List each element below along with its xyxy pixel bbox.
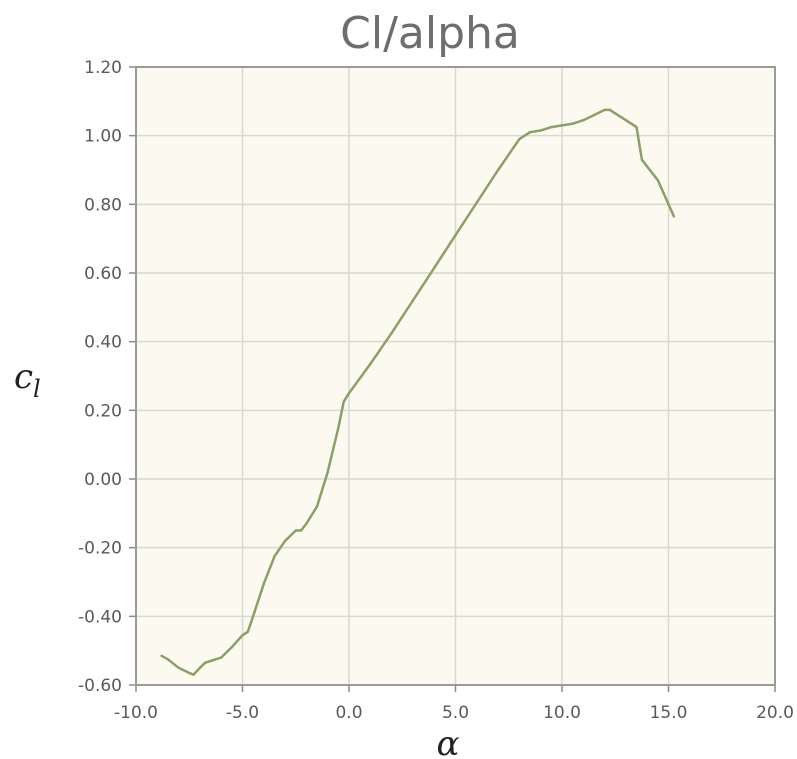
data-points (160, 108, 675, 676)
y-tick-label: -0.40 (78, 607, 122, 627)
data-point (347, 392, 351, 395)
data-point (192, 673, 195, 676)
data-point (188, 671, 191, 675)
data-point (518, 137, 521, 141)
y-axis-label-main: c (14, 357, 33, 397)
data-point (646, 165, 649, 168)
data-point (550, 125, 553, 129)
data-point (342, 400, 345, 403)
x-tick-label: 0.0 (335, 703, 362, 723)
data-point (209, 659, 212, 663)
data-point (539, 129, 542, 132)
data-point (220, 656, 223, 659)
x-tick-label: 20.0 (756, 703, 794, 723)
data-point (496, 168, 500, 172)
data-point (528, 131, 532, 134)
data-point (246, 630, 249, 633)
y-tick-label: 0.00 (84, 470, 122, 490)
data-point (635, 125, 638, 129)
data-point (369, 362, 372, 366)
data-point (230, 646, 233, 649)
x-tick-label: 10.0 (543, 703, 581, 723)
data-point (624, 119, 628, 122)
chart-title: Cl/alpha (340, 8, 520, 59)
data-point (582, 119, 585, 122)
y-tick-label: 0.60 (84, 264, 122, 284)
x-tick-label: 5.0 (442, 703, 469, 723)
y-axis-label: cl (14, 357, 41, 403)
x-tick-label: -10.0 (114, 703, 158, 723)
data-point (305, 522, 308, 525)
data-point (656, 179, 660, 182)
data-point (560, 124, 564, 127)
data-point (241, 634, 244, 637)
data-point (608, 108, 612, 112)
y-axis-label-subscript: l (33, 375, 41, 403)
data-point (475, 201, 478, 204)
y-tick-label: 1.00 (84, 127, 122, 147)
data-point (667, 203, 670, 206)
x-tick-label: -5.0 (226, 703, 259, 723)
x-tick-label: 15.0 (650, 703, 688, 723)
data-point (166, 658, 170, 661)
y-tick-label: 0.40 (84, 333, 122, 353)
y-tick-label: 1.20 (84, 58, 122, 78)
data-point (571, 122, 574, 125)
data-point (672, 215, 675, 218)
y-tick-label: -0.20 (78, 539, 122, 559)
data-point (411, 299, 415, 302)
data-point (204, 661, 207, 664)
data-point (592, 113, 596, 117)
y-tick-label: 0.20 (84, 401, 122, 421)
data-point (160, 654, 163, 657)
data-point (251, 615, 255, 618)
data-point (315, 505, 319, 508)
data-point (614, 112, 617, 115)
x-axis-ticks: -10.0 -5.0 0.0 5.0 10.0 15.0 20.0 (114, 685, 794, 723)
data-point (603, 108, 606, 112)
data-point (337, 426, 340, 429)
data-point (273, 555, 276, 558)
data-point (640, 158, 644, 161)
data-point (390, 331, 393, 335)
data-point (454, 234, 457, 237)
data-point (262, 582, 265, 585)
data-point (177, 666, 180, 669)
y-tick-label: -0.60 (78, 676, 122, 696)
y-tick-label: 0.80 (84, 195, 122, 215)
x-axis-label: α (437, 724, 460, 759)
data-point (299, 529, 303, 532)
data-point (433, 266, 436, 270)
data-point (294, 529, 297, 532)
plot-frame (135, 66, 776, 686)
data-point (326, 470, 329, 474)
data-point (198, 666, 202, 669)
data-point (283, 539, 287, 542)
y-axis-ticks: 1.20 1.00 0.80 0.60 0.40 0.20 0.00 -0.20 -0.40 -0… (78, 58, 136, 696)
